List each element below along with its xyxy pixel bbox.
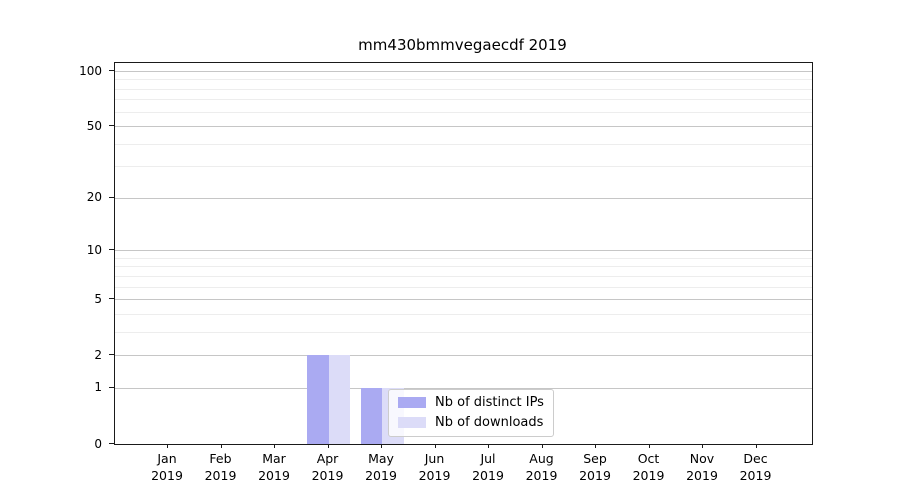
y-tick-mark — [109, 443, 114, 445]
x-tick-mark — [167, 444, 169, 448]
x-tick-label: Nov 2019 — [686, 451, 718, 483]
x-tick-mark — [488, 444, 490, 448]
x-tick-label: Aug 2019 — [525, 451, 558, 483]
chart-title: mm430bmmvegaecdf 2019 — [358, 36, 567, 54]
gridline-minor — [115, 257, 812, 259]
legend-swatch-downloads — [398, 417, 426, 428]
y-tick-mark — [109, 70, 114, 72]
x-tick-mark — [274, 444, 276, 448]
bar-distinct-ips — [360, 387, 382, 444]
y-tick-mark — [109, 125, 114, 127]
x-tick-label: Jun 2019 — [418, 451, 451, 483]
gridline-major — [115, 126, 812, 128]
y-tick-mark — [109, 298, 114, 300]
y-tick-label: 0 — [94, 436, 102, 451]
x-tick-label: Oct 2019 — [632, 451, 665, 483]
gridline-minor — [115, 266, 812, 268]
legend-entry-downloads: Nb of downloads — [398, 415, 544, 430]
legend-entry-distinct-ips: Nb of distinct IPs — [398, 395, 544, 410]
legend: Nb of distinct IPs Nb of downloads — [388, 389, 554, 437]
y-tick-label: 2 — [94, 347, 102, 362]
gridline-major — [115, 197, 812, 199]
y-tick-label: 50 — [86, 118, 102, 133]
gridline-minor — [115, 275, 812, 277]
gridline-minor — [115, 331, 812, 333]
gridline-major — [115, 250, 812, 252]
gridline-minor — [115, 313, 812, 315]
x-tick-mark — [327, 444, 329, 448]
gridline-minor — [115, 88, 812, 90]
legend-label-downloads: Nb of downloads — [435, 415, 544, 430]
x-tick-label: Dec 2019 — [739, 451, 772, 483]
y-tick-mark — [109, 196, 114, 199]
x-tick-label: Jan 2019 — [151, 451, 183, 483]
x-tick-mark — [702, 444, 704, 448]
x-tick-label: Feb 2019 — [204, 451, 237, 483]
y-tick-label: 10 — [86, 242, 102, 257]
gridline-major — [115, 387, 812, 389]
y-tick-label: 20 — [86, 190, 102, 205]
y-tick-mark — [109, 249, 114, 251]
x-tick-mark — [541, 444, 543, 448]
x-tick-label: Sep 2019 — [579, 451, 611, 483]
bar-distinct-ips — [307, 355, 329, 444]
x-tick-label: Mar 2019 — [258, 451, 290, 483]
gridline-minor — [115, 99, 812, 101]
gridline-minor — [115, 166, 812, 168]
legend-label-distinct-ips: Nb of distinct IPs — [435, 395, 544, 410]
gridline-minor — [115, 111, 812, 113]
gridline-major — [115, 71, 812, 72]
gridline-major — [115, 355, 812, 357]
x-tick-label: May 2019 — [365, 451, 397, 483]
x-tick-mark — [595, 444, 597, 448]
x-tick-mark — [434, 444, 436, 448]
x-tick-mark — [220, 444, 222, 448]
x-tick-mark — [648, 444, 650, 448]
x-tick-label: Apr 2019 — [311, 451, 344, 483]
x-tick-mark — [381, 444, 383, 448]
gridline-minor — [115, 143, 812, 145]
y-tick-label: 100 — [79, 63, 102, 78]
legend-swatch-distinct-ips — [398, 397, 426, 408]
y-tick-mark — [109, 386, 114, 389]
x-tick-label: Jul 2019 — [472, 451, 504, 483]
gridline-minor — [115, 286, 812, 288]
plot-area — [114, 62, 813, 445]
y-tick-label: 5 — [94, 291, 102, 306]
gridline-minor — [115, 79, 812, 81]
bar-downloads — [328, 355, 350, 444]
y-tick-label: 1 — [94, 380, 102, 395]
gridline-major — [115, 299, 812, 301]
y-tick-mark — [109, 354, 114, 356]
x-tick-mark — [755, 444, 757, 448]
